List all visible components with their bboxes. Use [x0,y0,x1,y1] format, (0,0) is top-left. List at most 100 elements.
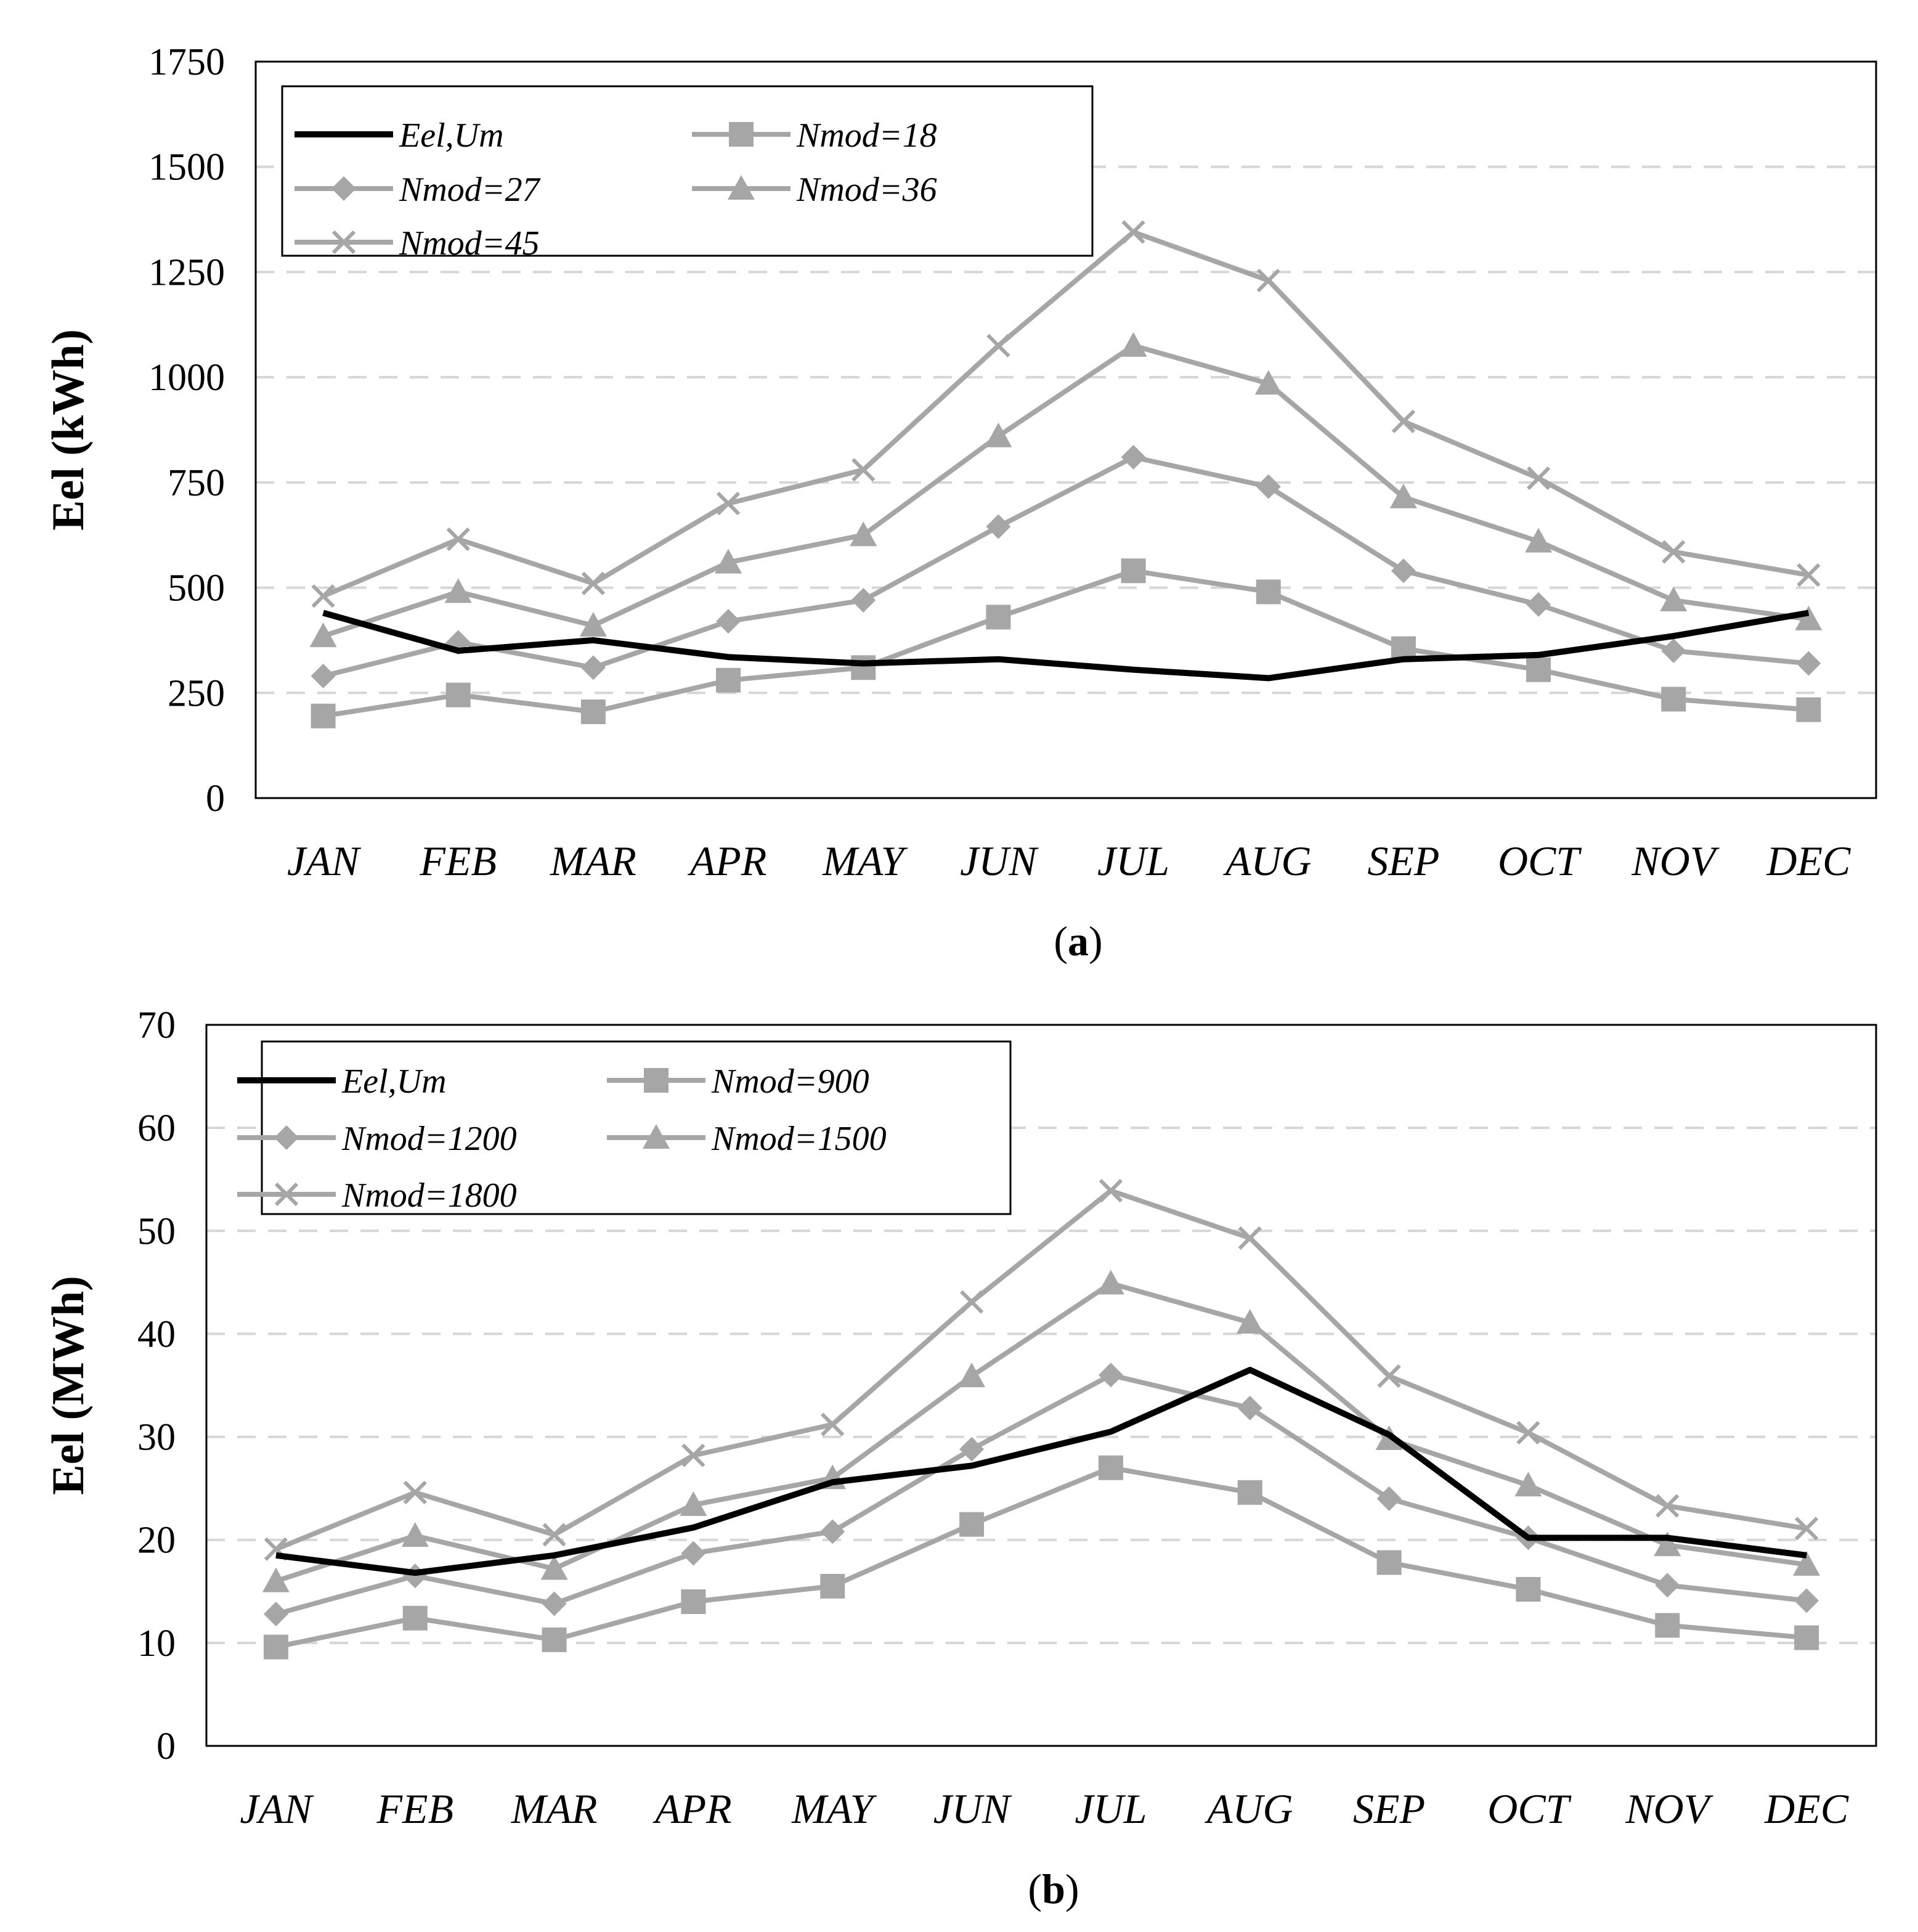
chart-b-x-tick-label-apr: APR [652,1785,732,1832]
chart-b-point-nmod-1800 [1099,1178,1123,1203]
chart-a-legend-label: Nmod=18 [796,116,937,155]
chart-a-legend-swatch-marker [331,176,356,201]
chart-b-legend: Eel,Um Nmod=900 Nmod=1200 Nmod=1500 Nmod=180… [237,1040,1012,1215]
chart-b-point-nmod-900 [1516,1576,1541,1602]
chart-b-point-nmod-1200 [959,1437,985,1462]
chart-b-x-tick-label-dec: DEC [1764,1785,1849,1832]
chart-b-point-nmod-1200 [1237,1395,1262,1420]
chart-a-point-nmod-36 [985,422,1012,447]
chart-a-point-nmod-18 [986,605,1011,630]
chart-b-point-nmod-1800 [681,1443,705,1467]
chart-a-x-tick-label-jul: JUL [1097,838,1169,884]
chart-a-legend-item-nmod-36: Nmod=36 [692,171,937,209]
chart-b-y-tick-label: 60 [137,1107,176,1149]
chart-a-point-nmod-45 [986,333,1010,358]
chart-a-y-tick-label: 750 [168,462,225,504]
chart-b-point-nmod-1800 [1794,1517,1819,1541]
chart-a-legend-item-nmod-45: Nmod=45 [295,224,540,263]
chart-b-y-tick-label: 20 [137,1520,176,1562]
chart-b-point-nmod-900 [820,1573,845,1599]
chart-b-x-tick-label-oct: OCT [1487,1785,1571,1832]
chart-b-point-nmod-1500 [1236,1309,1264,1334]
chart-a-x-tick-label-aug: AUG [1223,838,1312,884]
chart-a-point-nmod-27 [1661,638,1686,663]
chart-b-point-nmod-1500 [958,1362,986,1387]
chart-a-x-tick-label-nov: NOV [1631,838,1720,884]
chart-b-x-tick-labels: JAN FEB MAR APR MAY JUN JUL AUG SEP OCT NOV DEC [240,1785,1848,1832]
chart-b-line-eel-um [275,1366,1807,1576]
chart-a-line-nmod-45 [322,229,1810,598]
chart-b-x-tick-label-feb: FEB [376,1785,453,1832]
chart-a-point-nmod-36 [715,548,742,574]
chart-a-x-tick-label-jun: JUN [960,838,1039,884]
chart-b-point-nmod-900 [1794,1625,1819,1650]
chart-b-series-nmod-1200 [263,1363,1819,1627]
chart-a-point-nmod-45 [581,571,606,595]
chart-a-legend-label: Nmod=27 [399,171,541,209]
chart-a-series-nmod-36 [309,332,1823,648]
chart-b-legend-swatch-marker [644,1068,668,1093]
chart-b-series-eel-um [275,1366,1807,1576]
chart-b-point-nmod-1500 [1514,1472,1542,1497]
chart-b-point-nmod-900 [1237,1480,1262,1505]
chart-b-legend-label: Nmod=900 [711,1062,869,1101]
chart-b-point-nmod-1500 [1793,1551,1821,1576]
chart-a-point-nmod-45 [446,527,470,552]
chart-b-panel-label: (b) [1028,1865,1079,1912]
chart-b-point-nmod-1800 [959,1290,984,1314]
chart-b-point-nmod-1200 [542,1591,567,1616]
chart-a-legend: Eel,Um Nmod=18 Nmod=27 Nmod=36 Nmod=45 [281,85,1094,263]
chart-a-point-nmod-36 [1795,605,1823,630]
chart-a-point-nmod-45 [1662,540,1686,564]
chart-a-point-nmod-36 [850,521,877,547]
chart-a-legend-label: Eel,Um [399,116,504,155]
chart-a-x-tick-label-feb: FEB [419,838,497,884]
chart-a-point-nmod-18 [1526,657,1551,682]
chart-a-point-nmod-18 [1121,558,1146,584]
chart-a-point-nmod-27 [1256,474,1281,499]
chart-b-legend-swatch-marker [274,1182,299,1207]
chart-a-legend-item-nmod-18: Nmod=18 [692,116,937,155]
chart-b-x-tick-label-may: MAY [791,1785,877,1832]
chart-b-legend-swatch-marker [643,1124,670,1149]
chart-a-point-nmod-18 [1661,687,1686,712]
chart-b-point-nmod-900 [263,1634,288,1660]
chart-a-point-nmod-36 [309,622,337,648]
chart-b-point-nmod-1200 [1794,1588,1819,1613]
chart-b-point-nmod-1800 [821,1412,845,1437]
chart-a-point-nmod-45 [1797,563,1821,587]
chart-b-x-tick-label-sep: SEP [1353,1785,1425,1832]
chart-a-point-nmod-36 [579,612,607,637]
chart-a-legend-box [281,85,1094,257]
chart-b-series [262,1178,1821,1660]
chart-a-legend-item-eel-um: Eel,Um [295,116,504,155]
chart-a-x-tick-label-oct: OCT [1498,838,1582,884]
chart-b-point-nmod-1800 [1377,1364,1401,1388]
chart-b-series-nmod-1800 [264,1178,1819,1561]
chart-b-legend-item-eel-um: Eel,Um [237,1062,447,1101]
chart-b-point-nmod-1500 [540,1555,568,1580]
chart-a-legend-label: Nmod=36 [796,171,937,209]
chart-b-y-tick-labels: 0 10 20 30 40 50 60 70 [137,1005,176,1767]
chart-a: 0 250 500 750 1000 1250 1500 1750 JAN FEB MAR APR M… [43,41,1877,964]
chart-b-series-nmod-1500 [262,1270,1821,1592]
chart-b-series-nmod-900 [263,1455,1819,1660]
chart-a-x-tick-label-mar: MAR [550,838,636,884]
chart-b-line-nmod-1500 [275,1281,1807,1584]
chart-a-point-nmod-18 [445,682,471,707]
chart-b-legend-swatch-marker [274,1125,299,1150]
chart-a-point-nmod-27 [1526,592,1551,617]
chart-b-x-tick-label-jun: JUN [933,1785,1012,1832]
chart-b-point-nmod-900 [1655,1613,1680,1638]
chart-b-point-nmod-1200 [1655,1573,1680,1598]
chart-a-legend-swatch-marker [729,122,754,147]
chart-a-plot-frame [254,60,1877,799]
chart-b-point-nmod-1200 [820,1519,845,1544]
chart-b-point-nmod-1500 [262,1567,290,1592]
chart-a-series-eel-um [322,609,1810,682]
chart-b-point-nmod-1200 [1098,1363,1123,1388]
chart-b-point-nmod-1500 [1097,1270,1124,1295]
chart-a-point-nmod-27 [716,609,741,634]
